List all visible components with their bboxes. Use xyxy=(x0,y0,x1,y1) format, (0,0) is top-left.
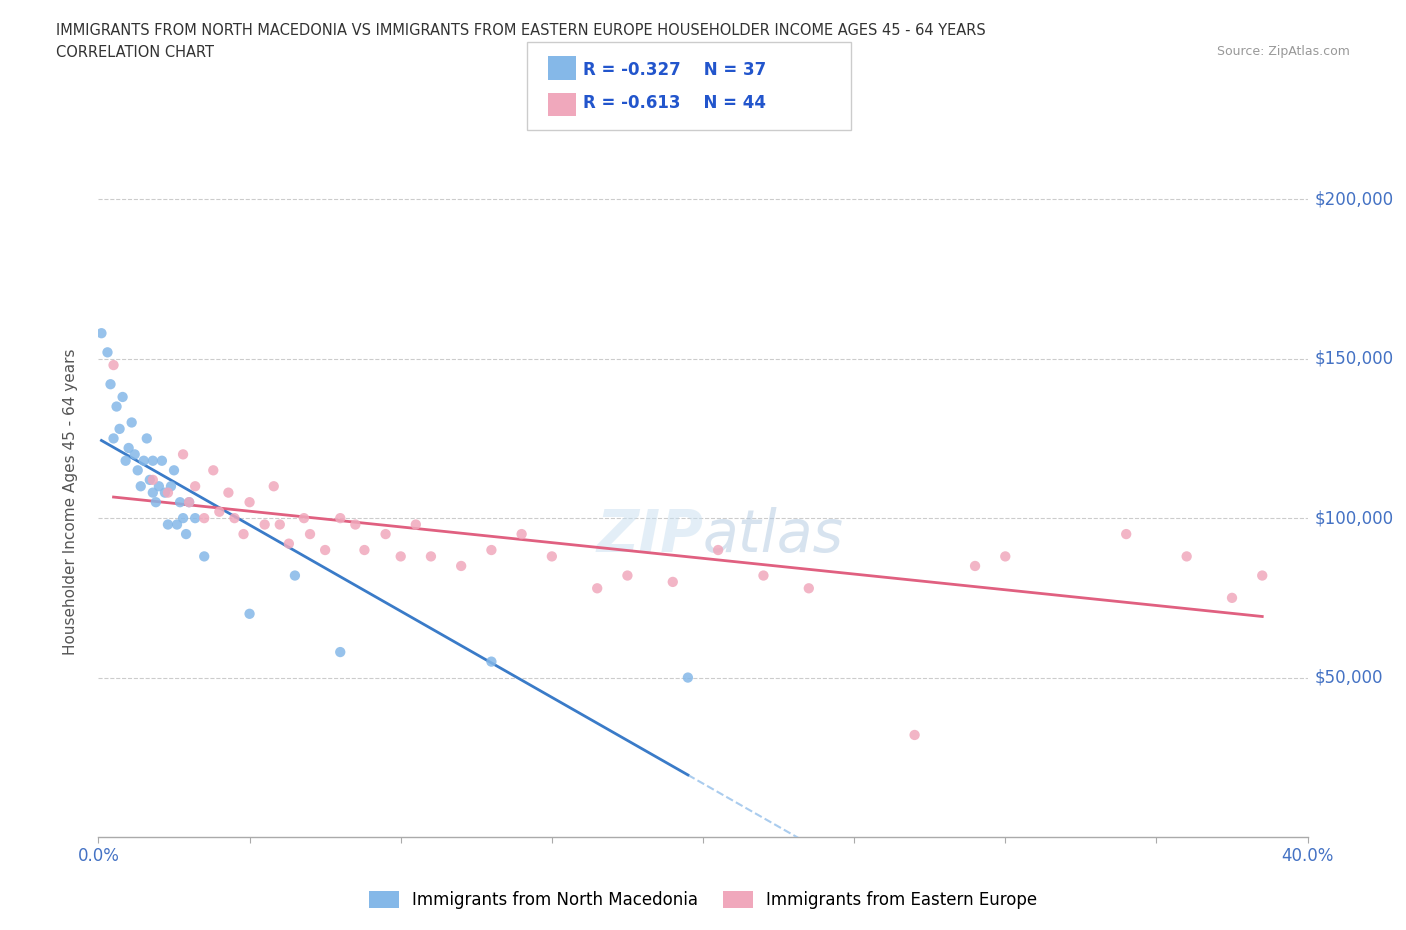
Point xyxy=(1220,591,1243,605)
Point xyxy=(129,479,152,494)
Point xyxy=(284,568,307,583)
Point xyxy=(329,644,352,659)
Point xyxy=(124,447,146,462)
Text: Source: ZipAtlas.com: Source: ZipAtlas.com xyxy=(1216,45,1350,58)
Text: $50,000: $50,000 xyxy=(1315,669,1384,686)
Point xyxy=(118,441,141,456)
Point xyxy=(481,542,503,557)
Point xyxy=(184,511,207,525)
Point xyxy=(676,671,699,685)
Point xyxy=(105,399,128,414)
Point xyxy=(156,485,179,500)
Point xyxy=(142,453,165,468)
Point xyxy=(100,377,122,392)
Point xyxy=(135,431,157,445)
Point xyxy=(163,463,186,478)
Point xyxy=(239,606,262,621)
Point xyxy=(481,654,503,669)
Point xyxy=(127,463,149,478)
Point xyxy=(1251,568,1274,583)
Point xyxy=(160,479,183,494)
Point xyxy=(224,511,246,525)
Point xyxy=(292,511,315,525)
Point xyxy=(994,549,1017,564)
Point xyxy=(269,517,291,532)
Point xyxy=(797,581,820,596)
Point xyxy=(103,358,125,373)
Text: IMMIGRANTS FROM NORTH MACEDONIA VS IMMIGRANTS FROM EASTERN EUROPE HOUSEHOLDER IN: IMMIGRANTS FROM NORTH MACEDONIA VS IMMIG… xyxy=(56,23,986,38)
Point xyxy=(616,568,638,583)
Point xyxy=(752,568,775,583)
Text: ZIP: ZIP xyxy=(596,507,703,565)
Point xyxy=(277,537,299,551)
Point xyxy=(90,326,112,340)
Point xyxy=(299,526,322,541)
Text: $150,000: $150,000 xyxy=(1315,350,1393,367)
Point xyxy=(904,727,927,742)
Point xyxy=(419,549,441,564)
Text: $100,000: $100,000 xyxy=(1315,509,1393,527)
Point xyxy=(314,542,336,557)
Text: R = -0.613    N = 44: R = -0.613 N = 44 xyxy=(583,95,766,113)
Point xyxy=(208,504,231,519)
Point xyxy=(142,485,165,500)
Point xyxy=(707,542,730,557)
Point xyxy=(965,559,987,574)
Y-axis label: Householder Income Ages 45 - 64 years: Householder Income Ages 45 - 64 years xyxy=(63,349,77,656)
Point xyxy=(202,463,225,478)
Point xyxy=(1175,549,1198,564)
Point xyxy=(217,485,239,500)
Point xyxy=(510,526,533,541)
Point xyxy=(172,447,194,462)
Point xyxy=(145,495,167,510)
Point xyxy=(389,549,412,564)
Point xyxy=(150,453,173,468)
Point xyxy=(142,472,165,487)
Point xyxy=(166,517,188,532)
Point xyxy=(156,517,179,532)
Point xyxy=(111,390,134,405)
Text: CORRELATION CHART: CORRELATION CHART xyxy=(56,45,214,60)
Point xyxy=(1115,526,1137,541)
Point xyxy=(405,517,427,532)
Text: atlas: atlas xyxy=(703,507,844,565)
Text: $200,000: $200,000 xyxy=(1315,191,1393,208)
Point xyxy=(344,517,367,532)
Point xyxy=(121,415,143,430)
Point xyxy=(193,549,215,564)
Point xyxy=(540,549,562,564)
Point xyxy=(450,559,472,574)
Point xyxy=(177,495,201,510)
Point xyxy=(169,495,191,510)
Point xyxy=(263,479,285,494)
Point xyxy=(139,472,162,487)
Point xyxy=(132,453,155,468)
Point xyxy=(153,485,176,500)
Point xyxy=(253,517,276,532)
Point xyxy=(329,511,352,525)
Point xyxy=(232,526,254,541)
Point xyxy=(586,581,609,596)
Point xyxy=(353,542,375,557)
Point xyxy=(239,495,262,510)
Point xyxy=(114,453,136,468)
Point xyxy=(184,479,207,494)
Text: R = -0.327    N = 37: R = -0.327 N = 37 xyxy=(583,61,766,79)
Point xyxy=(193,511,215,525)
Point xyxy=(96,345,118,360)
Point xyxy=(172,511,194,525)
Point xyxy=(661,575,683,590)
Point xyxy=(103,431,125,445)
Point xyxy=(148,479,170,494)
Point xyxy=(108,421,131,436)
Legend: Immigrants from North Macedonia, Immigrants from Eastern Europe: Immigrants from North Macedonia, Immigra… xyxy=(361,884,1045,916)
Point xyxy=(177,495,201,510)
Point xyxy=(174,526,197,541)
Point xyxy=(374,526,396,541)
